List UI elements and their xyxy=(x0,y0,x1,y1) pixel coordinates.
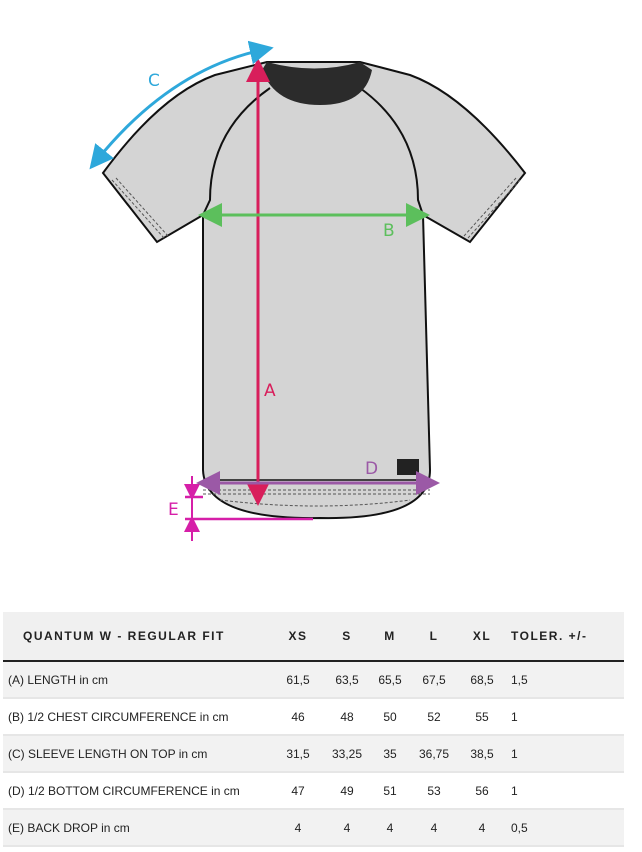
table-cell: 53 xyxy=(409,772,459,810)
table-cell: 36,75 xyxy=(409,735,459,773)
table-cell: 48 xyxy=(323,698,371,736)
table-cell: 65,5 xyxy=(371,661,409,699)
header-model: QUANTUM W - REGULAR FIT xyxy=(3,612,273,662)
table-cell: 55 xyxy=(459,698,505,736)
header-xs: XS xyxy=(273,612,323,662)
table-row: (B) 1/2 CHEST CIRCUMFERENCE in cm 46 48 50 5… xyxy=(3,698,624,736)
table-cell: 52 xyxy=(409,698,459,736)
table-cell: 1 xyxy=(505,772,624,810)
table-cell: 68,5 xyxy=(459,661,505,699)
table-cell: 4 xyxy=(409,809,459,847)
table-cell: 49 xyxy=(323,772,371,810)
measurement-label: (C) SLEEVE LENGTH ON TOP in cm xyxy=(3,735,273,773)
table-cell: 1 xyxy=(505,698,624,736)
size-chart-table: QUANTUM W - REGULAR FIT XS S M L XL TOLE… xyxy=(3,612,624,847)
tshirt-size-diagram: A B C D E xyxy=(89,40,527,541)
table-cell: 1,5 xyxy=(505,661,624,699)
table-cell: 56 xyxy=(459,772,505,810)
table-header-row: QUANTUM W - REGULAR FIT XS S M L XL TOLE… xyxy=(3,612,624,662)
table-cell: 33,25 xyxy=(323,735,371,773)
table-row: (D) 1/2 BOTTOM CIRCUMFERENCE in cm 47 49 51… xyxy=(3,772,624,810)
header-l: L xyxy=(409,612,459,662)
brand-label xyxy=(397,459,419,475)
table-row: (A) LENGTH in cm 61,5 63,5 65,5 67,5 68,5 1,5 xyxy=(3,661,624,699)
measurement-label: (B) 1/2 CHEST CIRCUMFERENCE in cm xyxy=(3,698,273,736)
backdrop-indicator-e xyxy=(184,476,313,541)
collar xyxy=(262,62,372,105)
sleeve-arrow-c xyxy=(89,40,274,170)
header-m: M xyxy=(371,612,409,662)
table-row: (C) SLEEVE LENGTH ON TOP in cm 31,5 33,25 3… xyxy=(3,735,624,773)
table-cell: 1 xyxy=(505,735,624,773)
header-tolerance: TOLER. +/- xyxy=(505,612,624,662)
label-b: B xyxy=(383,221,395,241)
table-cell: 47 xyxy=(273,772,323,810)
table-cell: 4 xyxy=(459,809,505,847)
label-c: C xyxy=(148,71,160,91)
table-cell: 46 xyxy=(273,698,323,736)
header-xl: XL xyxy=(459,612,505,662)
label-a: A xyxy=(264,381,276,401)
tshirt-outline xyxy=(101,61,527,520)
table-row: (E) BACK DROP in cm 4 4 4 4 4 0,5 xyxy=(3,809,624,847)
table-cell: 63,5 xyxy=(323,661,371,699)
table-cell: 31,5 xyxy=(273,735,323,773)
table-cell: 35 xyxy=(371,735,409,773)
table-cell: 67,5 xyxy=(409,661,459,699)
table-cell: 38,5 xyxy=(459,735,505,773)
table-cell: 4 xyxy=(323,809,371,847)
measurement-label: (A) LENGTH in cm xyxy=(3,661,273,699)
label-d: D xyxy=(365,459,378,479)
table-cell: 61,5 xyxy=(273,661,323,699)
table-cell: 50 xyxy=(371,698,409,736)
measurement-label: (D) 1/2 BOTTOM CIRCUMFERENCE in cm xyxy=(3,772,273,810)
table-cell: 0,5 xyxy=(505,809,624,847)
label-e: E xyxy=(168,500,179,520)
measurement-label: (E) BACK DROP in cm xyxy=(3,809,273,847)
table-cell: 4 xyxy=(371,809,409,847)
header-s: S xyxy=(323,612,371,662)
table-cell: 51 xyxy=(371,772,409,810)
table-cell: 4 xyxy=(273,809,323,847)
